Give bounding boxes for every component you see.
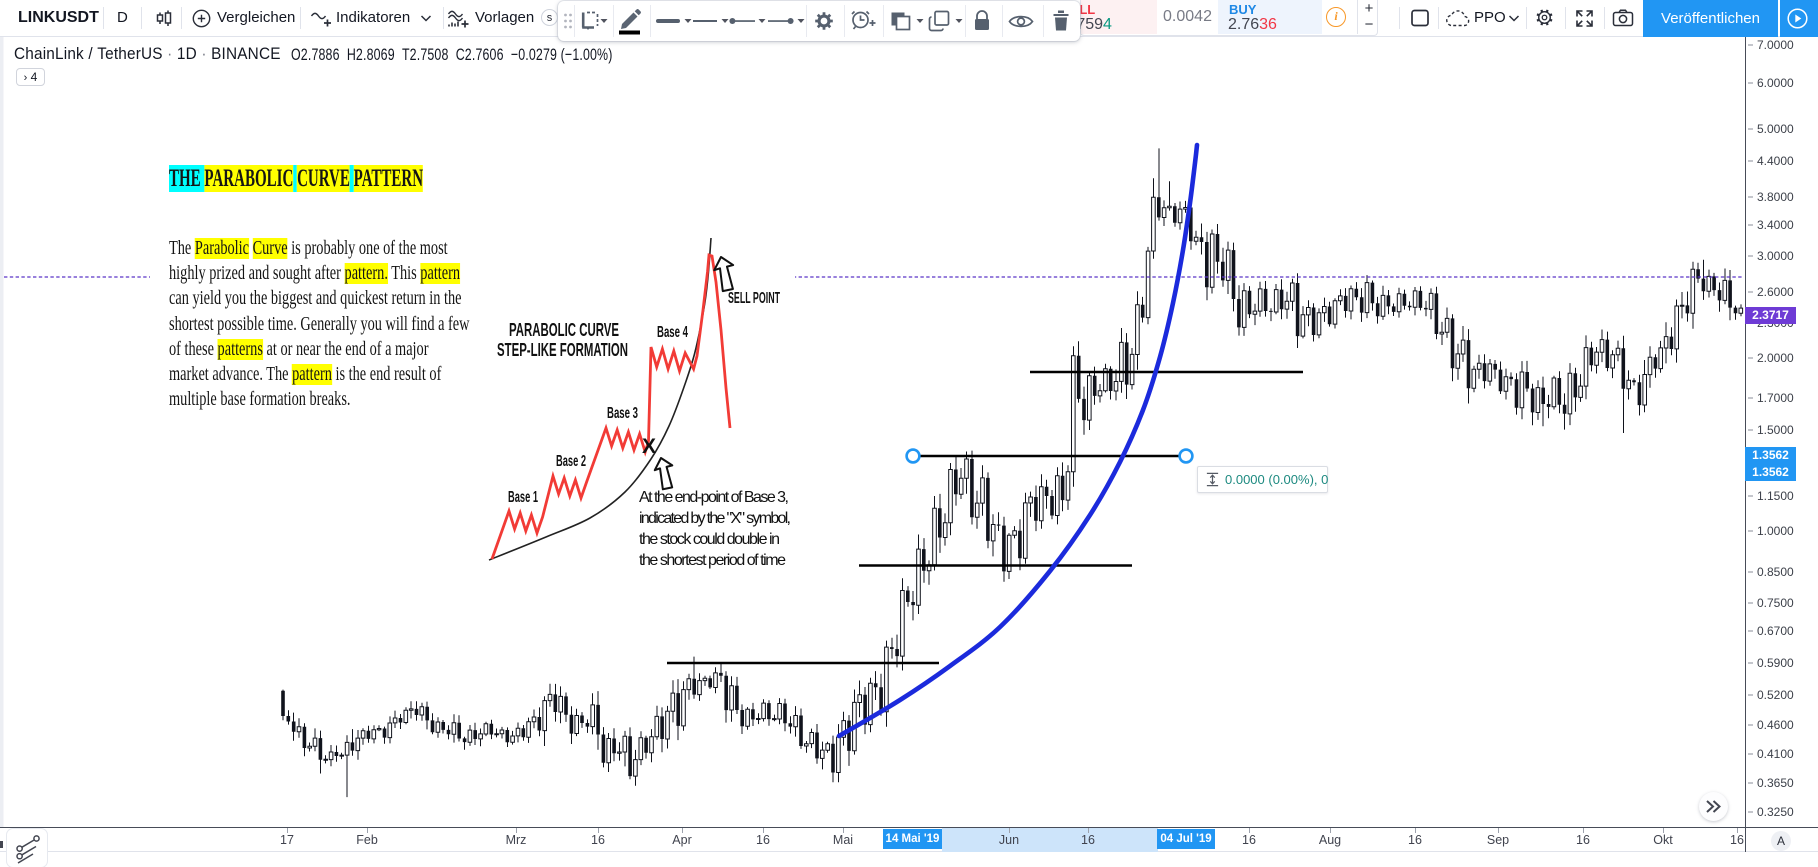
svg-text:Base 4: Base 4 — [657, 324, 688, 341]
svg-text:the shortest period of time: the shortest period of time — [639, 552, 786, 569]
svg-text:indicated by the "X" symbol,: indicated by the "X" symbol, — [639, 510, 791, 527]
svg-text:Base 2: Base 2 — [556, 453, 586, 470]
svg-text:X: X — [642, 435, 656, 458]
svg-text:At the end-point of Base 3,: At the end-point of Base 3, — [639, 489, 789, 506]
svg-text:the stock could double in: the stock could double in — [639, 531, 780, 548]
svg-text:Base 1: Base 1 — [508, 489, 538, 506]
svg-text:PARABOLIC CURVE: PARABOLIC CURVE — [509, 320, 619, 340]
svg-text:Base 3: Base 3 — [607, 405, 638, 422]
svg-text:SELL POINT: SELL POINT — [728, 290, 780, 307]
svg-text:STEP-LIKE FORMATION: STEP-LIKE FORMATION — [497, 340, 628, 360]
